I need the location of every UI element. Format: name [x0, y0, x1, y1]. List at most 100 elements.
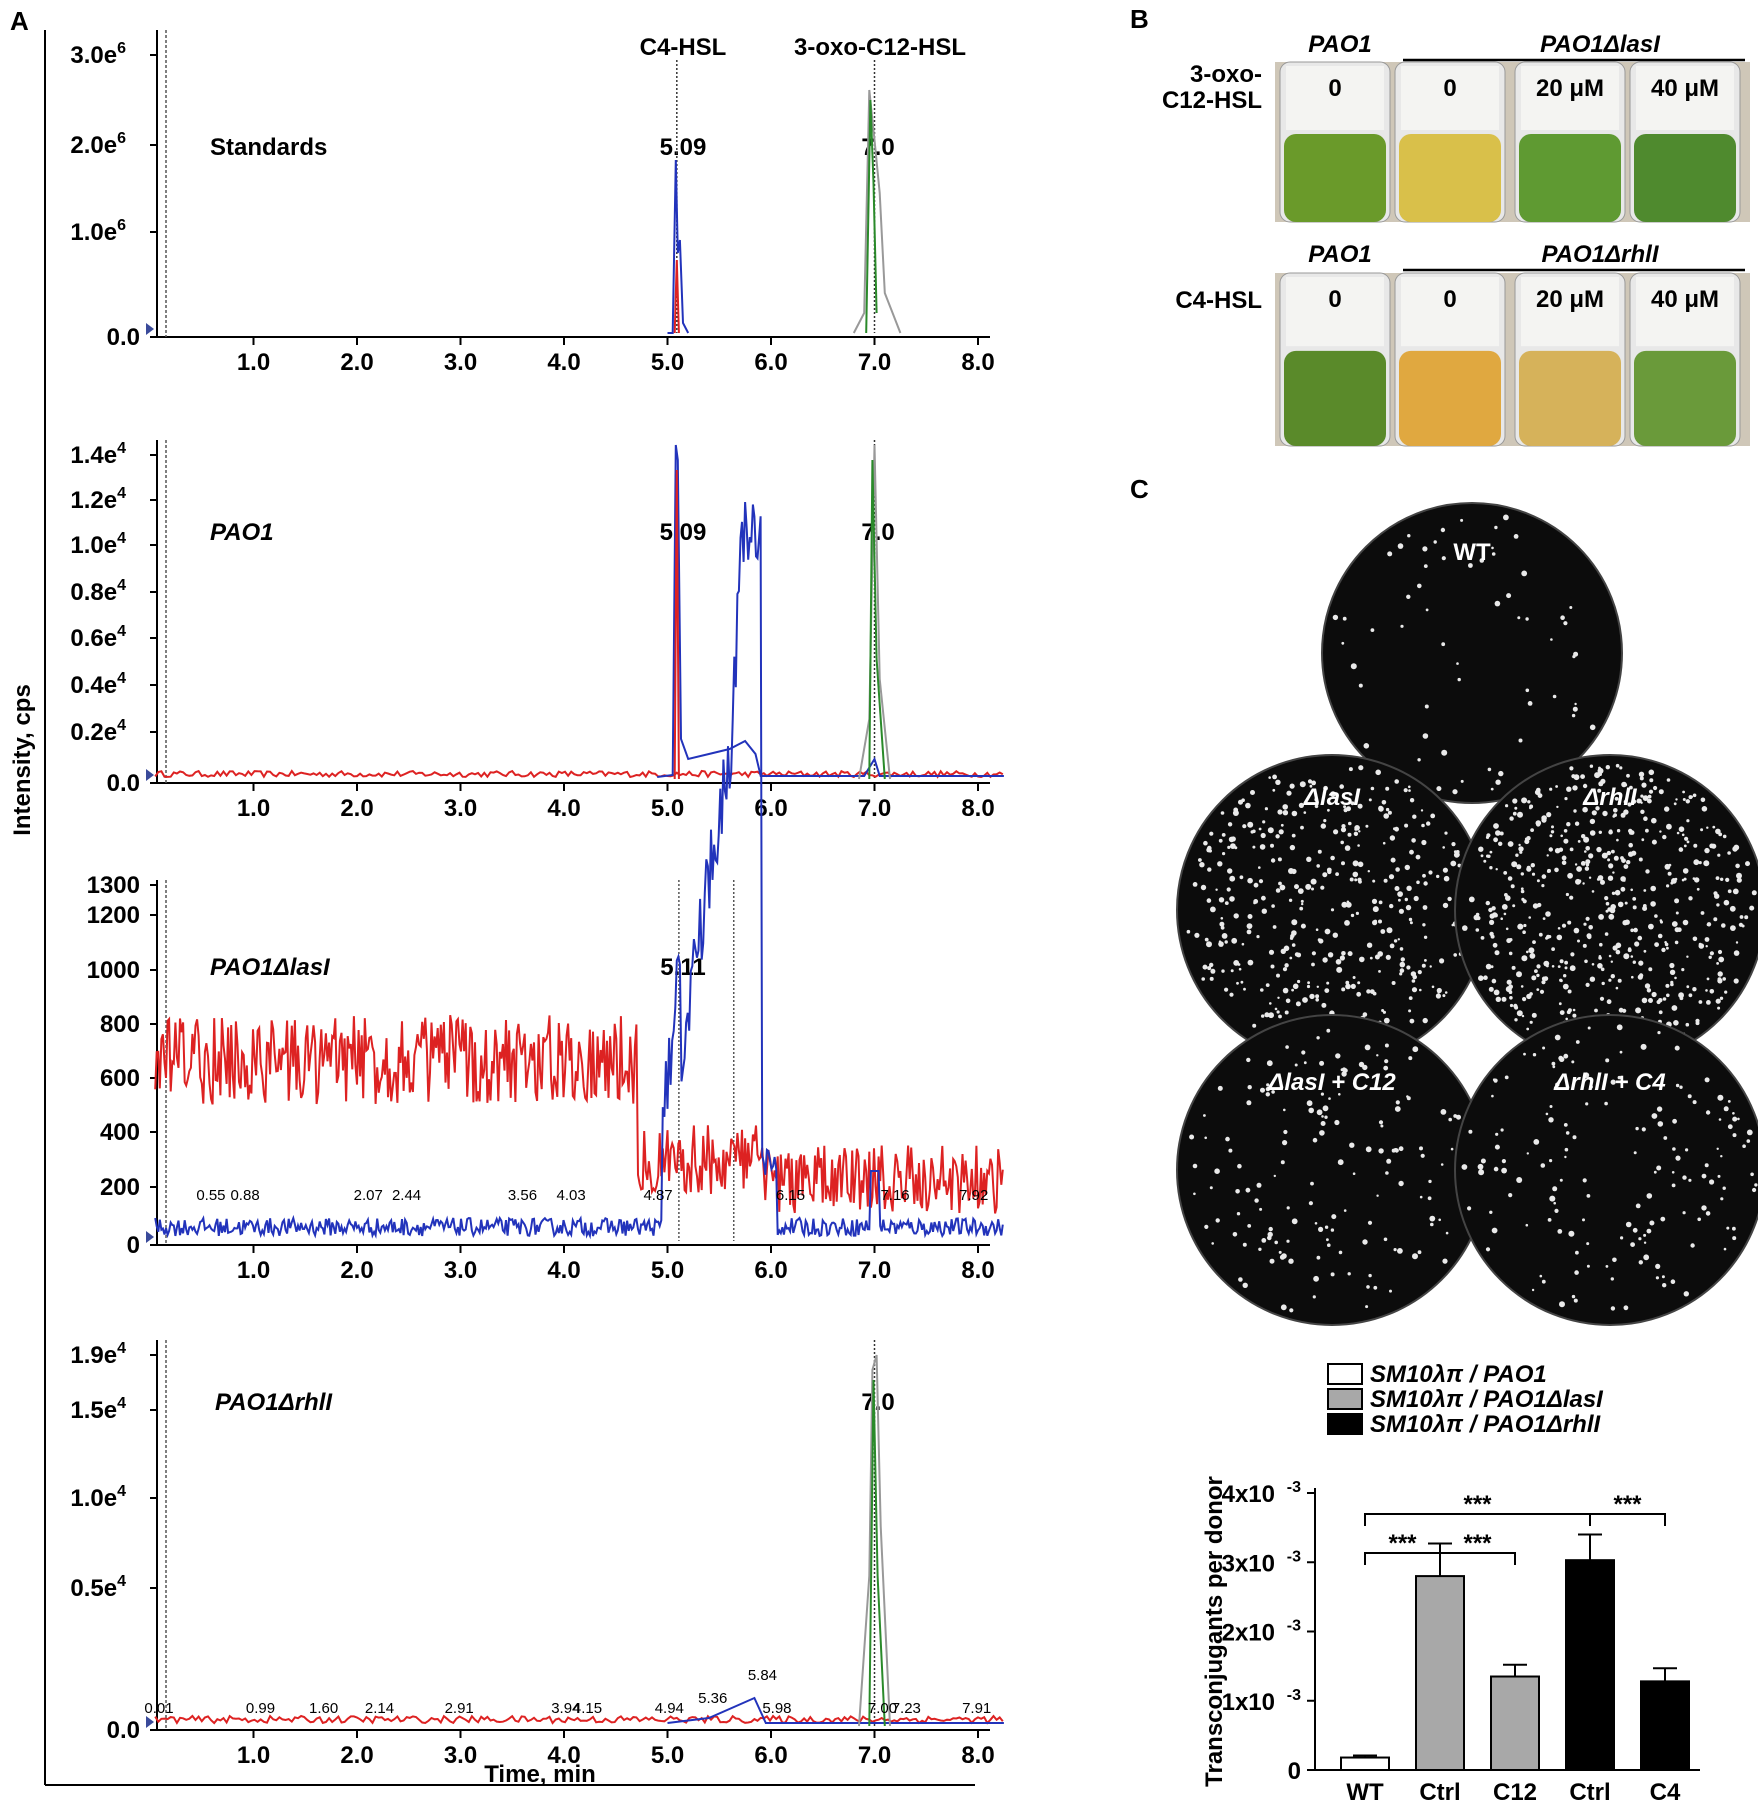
colony-dot — [1650, 901, 1656, 907]
colony-dot — [1443, 875, 1450, 882]
colony-dot — [1739, 915, 1744, 919]
peak-annotation-label: 4.03 — [557, 1187, 586, 1204]
colony-dot — [1732, 1116, 1738, 1122]
colony-dot — [1254, 1198, 1259, 1203]
colony-dot — [1674, 940, 1679, 945]
colony-dot — [1362, 1012, 1368, 1017]
colony-dot — [1317, 849, 1322, 854]
colony-dot — [1417, 583, 1422, 589]
colony-dot — [1330, 791, 1336, 798]
colony-dot — [1327, 952, 1334, 958]
colony-dot — [1505, 804, 1509, 808]
colony-dot — [1567, 989, 1572, 994]
colony-dot — [1717, 971, 1723, 977]
colony-dot — [1300, 825, 1304, 830]
colony-dot — [1651, 991, 1657, 998]
colony-dot — [1408, 917, 1413, 922]
colony-dot — [1309, 784, 1313, 788]
colony-dot — [1586, 1242, 1590, 1246]
tube-glass-highlight — [1401, 66, 1499, 130]
colony-dot — [1385, 954, 1391, 960]
peak-annotation-label: 0.88 — [230, 1187, 259, 1204]
colony-dot — [1666, 993, 1670, 998]
colony-dot — [1542, 1046, 1546, 1050]
colony-dot — [1565, 892, 1569, 897]
colony-dot — [1623, 1305, 1629, 1311]
colony-dot — [1588, 876, 1592, 879]
peak-annotation-label: 5.98 — [762, 1700, 791, 1717]
colony-dot — [1209, 1186, 1213, 1190]
colony-dot — [1582, 1218, 1585, 1222]
x-tick-label: 5.0 — [651, 349, 684, 376]
colony-dot — [1523, 923, 1527, 928]
y-tick-label: 0.0 — [107, 1717, 140, 1744]
colony-dot — [1352, 860, 1359, 867]
peak-annotation-label: 0.99 — [246, 1700, 275, 1717]
colony-dot — [1635, 1203, 1641, 1209]
colony-dot — [1664, 942, 1669, 947]
colony-dot — [1228, 836, 1235, 843]
colony-dot — [1595, 806, 1600, 811]
bar-category-label: C4 — [1650, 1779, 1681, 1804]
colony-dot — [1284, 963, 1289, 968]
colony-dot — [1605, 1058, 1610, 1063]
colony-dot — [1441, 642, 1446, 647]
colony-dot — [1236, 1212, 1241, 1216]
colony-dot — [1399, 968, 1405, 973]
colony-dot — [1681, 833, 1685, 837]
colony-dot — [1554, 867, 1559, 873]
colony-dot — [1424, 959, 1427, 962]
colony-dot — [1656, 1165, 1662, 1171]
colony-dot — [1623, 953, 1630, 960]
colony-dot — [1617, 1075, 1622, 1080]
colony-dot — [1422, 873, 1426, 878]
colony-dot — [1536, 822, 1541, 827]
x-tick-label: 2.0 — [340, 1742, 373, 1769]
colony-dot — [1517, 811, 1523, 818]
colony-dot — [1247, 959, 1254, 966]
colony-dot — [1564, 1155, 1567, 1159]
colony-dot — [1509, 1003, 1514, 1008]
colony-dot — [1511, 861, 1518, 868]
colony-dot — [1419, 988, 1422, 992]
colony-dot — [1219, 921, 1225, 927]
peak-annotation-label: 6.15 — [776, 1187, 805, 1204]
colony-dot — [1604, 932, 1609, 936]
colony-dot — [1634, 941, 1640, 947]
x-tick-label: 7.0 — [858, 349, 891, 376]
bar-category-label: Ctrl — [1569, 1779, 1610, 1804]
row1-strain-left: PAO1 — [1308, 31, 1372, 58]
colony-dot — [1268, 949, 1275, 955]
colony-dot — [1736, 877, 1742, 883]
bar-y-tick-label: 0 — [1288, 1758, 1301, 1785]
colony-dot — [1674, 877, 1678, 881]
colony-dot — [1572, 1135, 1577, 1140]
x-tick-label: 7.0 — [858, 1257, 891, 1284]
colony-dot — [1541, 884, 1545, 888]
bar-y-tick-label: 3x10 -3 — [1222, 1548, 1301, 1577]
compound-label: C4-HSL — [640, 34, 727, 61]
colony-dot — [1422, 923, 1426, 927]
colony-dot — [1253, 882, 1259, 888]
colony-dot — [1583, 1072, 1590, 1078]
colony-dot — [1428, 1179, 1432, 1184]
colony-dot — [1737, 1117, 1740, 1121]
colony-dot — [1261, 1014, 1265, 1018]
colony-dot — [1330, 855, 1335, 861]
colony-dot — [1489, 850, 1493, 854]
colony-dot — [1696, 887, 1700, 891]
colony-dot — [1512, 904, 1516, 908]
green-trace — [868, 1379, 886, 1727]
colony-dot — [1491, 978, 1497, 984]
colony-dot — [1547, 1218, 1552, 1222]
colony-dot — [1247, 914, 1253, 919]
colony-dot — [1732, 888, 1739, 895]
colony-dot — [1632, 897, 1637, 901]
colony-dot — [1518, 846, 1524, 852]
colony-dot — [1357, 803, 1363, 809]
colony-dot — [1338, 1093, 1341, 1096]
colony-dot — [1660, 920, 1663, 924]
colony-dot — [1278, 1014, 1282, 1019]
colony-dot — [1265, 1086, 1271, 1092]
